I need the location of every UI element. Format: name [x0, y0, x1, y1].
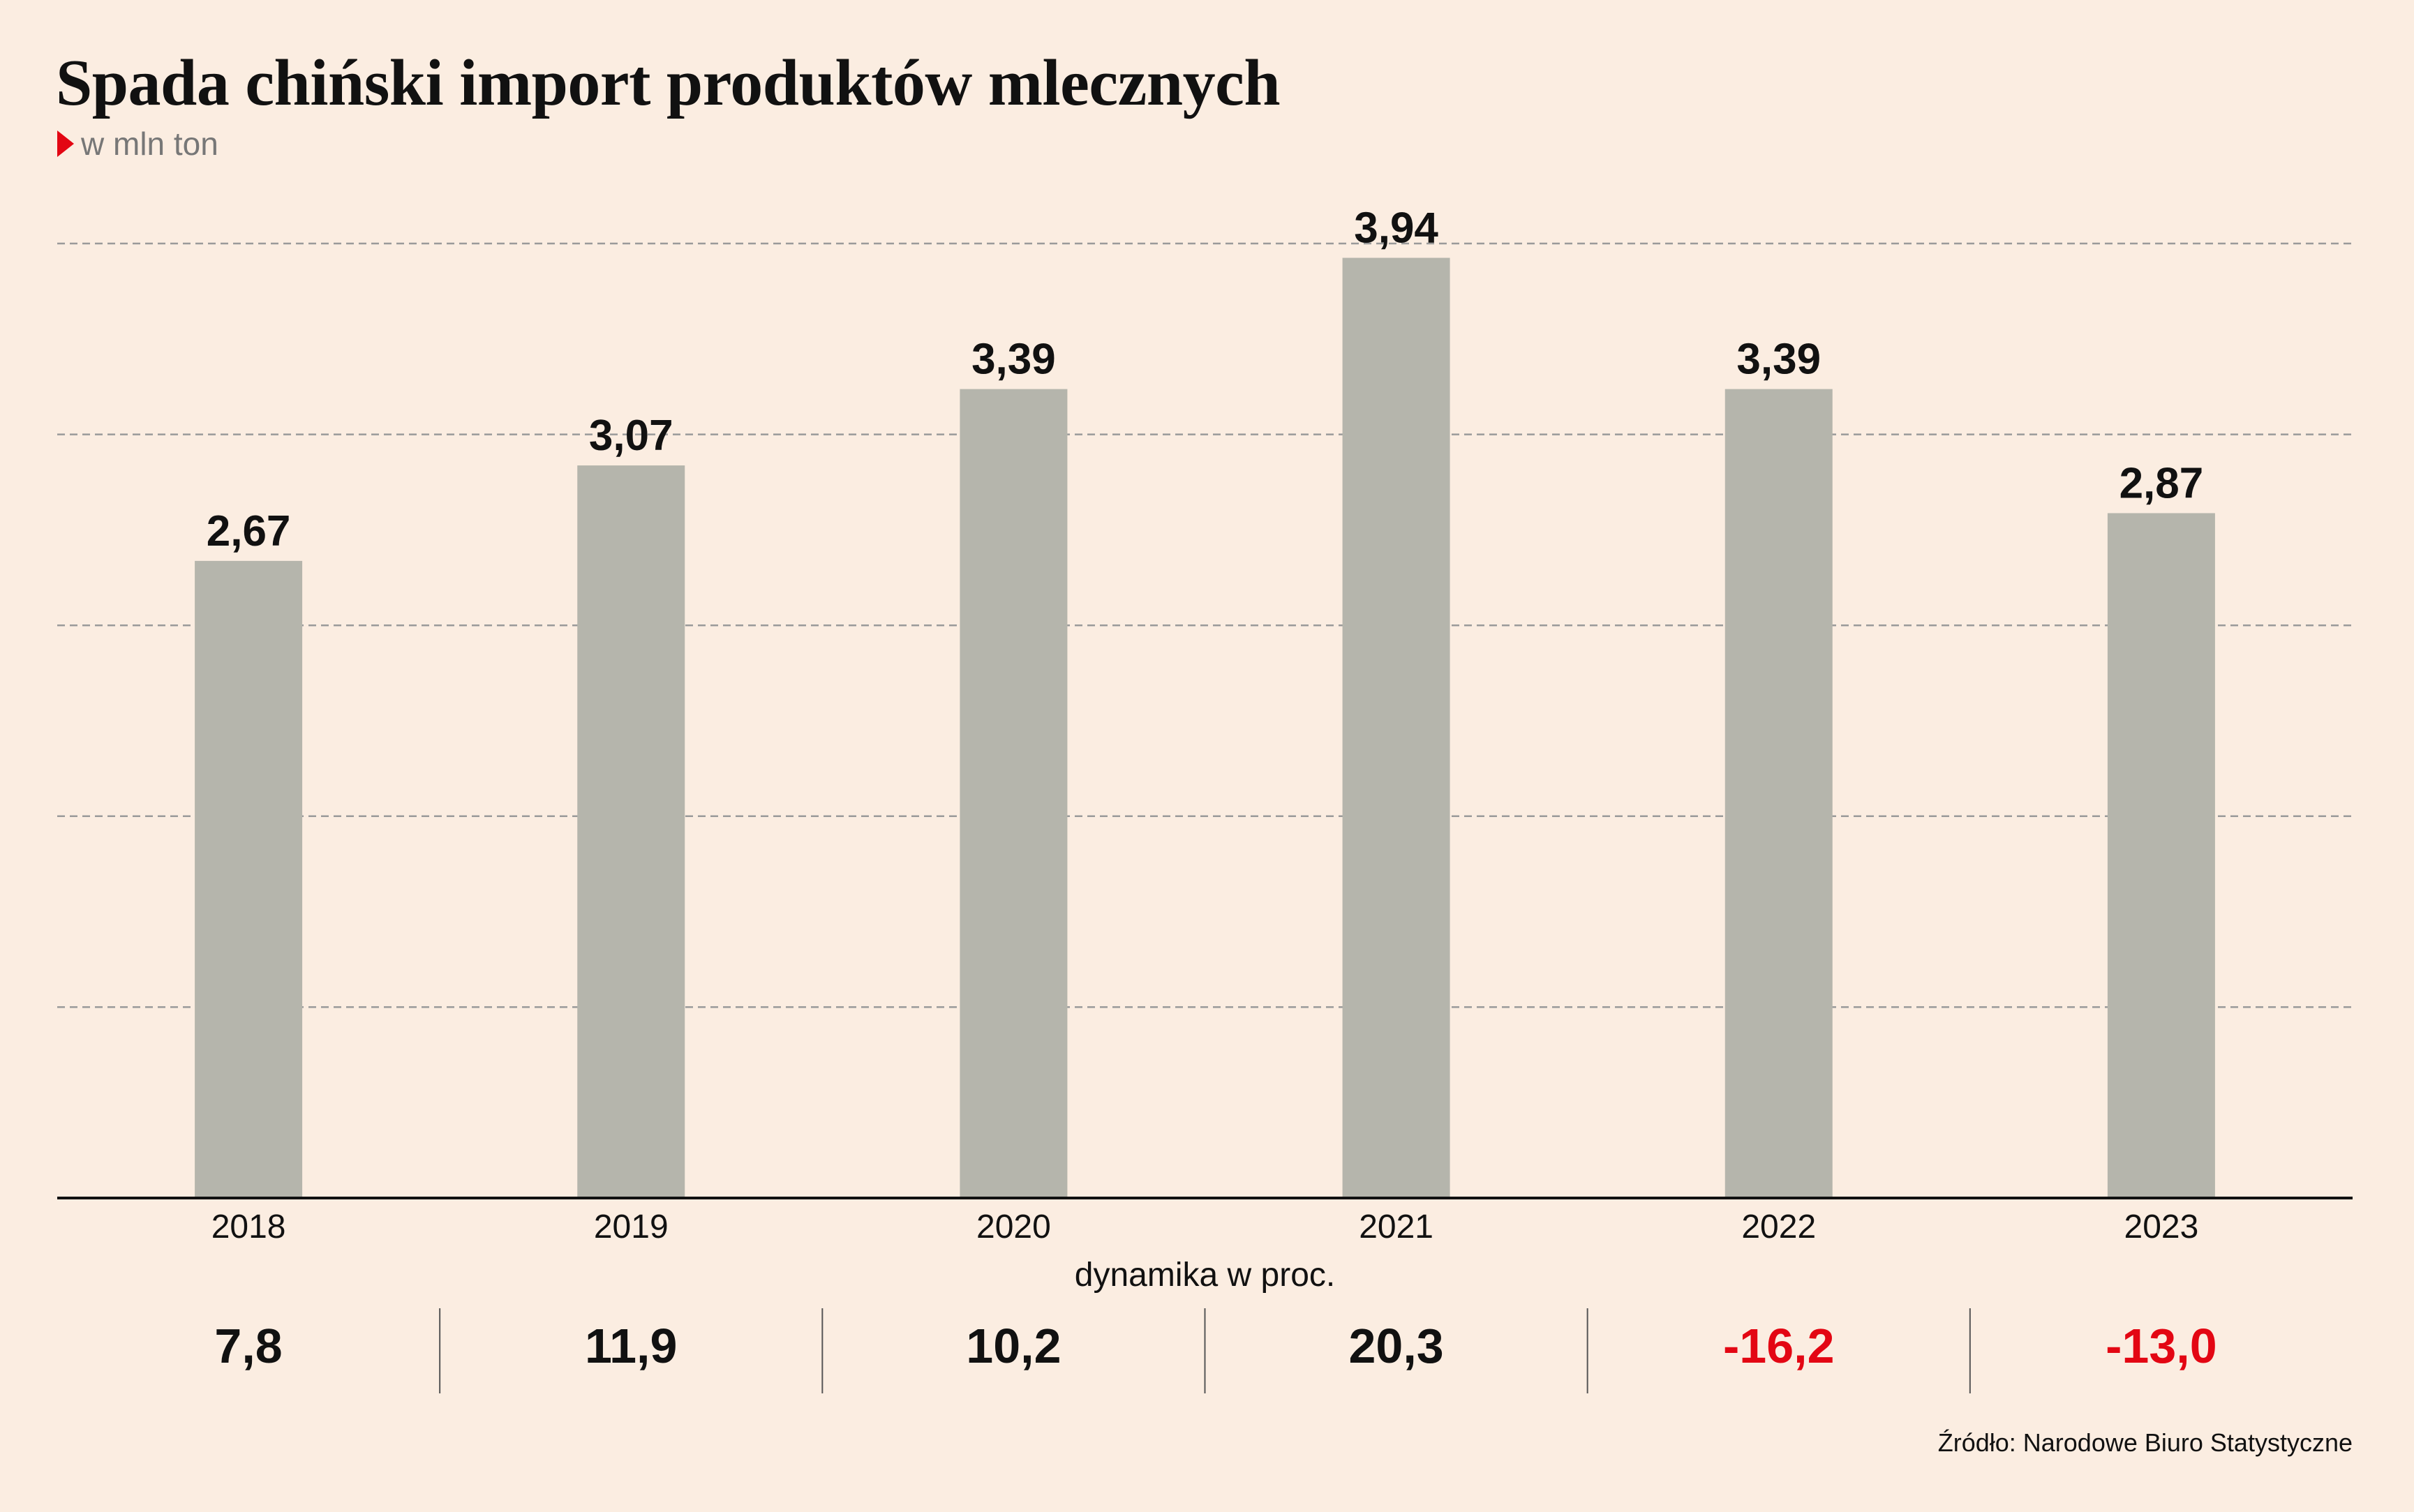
value-labels: 2,67 3,07 3,39 3,94 3,39 2,87	[207, 204, 2204, 555]
x-tick-label: 2018	[211, 1208, 286, 1245]
source-note: Źródło: Narodowe Biuro Statystyczne	[1938, 1428, 2353, 1457]
value-label: 2,87	[2119, 459, 2204, 507]
x-tick-label: 2023	[2124, 1208, 2199, 1245]
dynamics-value: 20,3	[1348, 1319, 1443, 1373]
x-tick-label: 2020	[976, 1208, 1051, 1245]
chart-header: Spada chiński import produktów mlecznych…	[56, 47, 1281, 162]
dynamics-row: dynamika w proc. 7,8 11,9 10,2 20,3 -16,2 -13,…	[214, 1257, 2217, 1393]
bar-2019	[577, 465, 685, 1198]
dynamics-value: 10,2	[966, 1319, 1061, 1373]
value-label: 3,94	[1354, 204, 1438, 253]
dynamics-value: -16,2	[1723, 1319, 1835, 1373]
value-label: 3,39	[971, 336, 1056, 384]
subtitle-marker-icon	[57, 130, 74, 157]
dynamics-value: -13,0	[2106, 1319, 2217, 1373]
bar-2021	[1342, 257, 1450, 1198]
dynamics-value: 11,9	[585, 1319, 677, 1373]
x-tick-label: 2022	[1741, 1208, 1816, 1245]
bar-2020	[960, 389, 1068, 1198]
gridlines	[57, 242, 2353, 1008]
bar-2018	[195, 560, 303, 1198]
value-label: 3,07	[589, 412, 673, 460]
x-axis: 2018 2019 2020 2021 2022 2023	[57, 1197, 2353, 1245]
value-label: 3,39	[1736, 336, 1821, 384]
bars	[195, 257, 2215, 1198]
value-label: 2,67	[207, 507, 291, 555]
dynamics-caption: dynamika w proc.	[1075, 1257, 1335, 1294]
x-tick-label: 2019	[594, 1208, 669, 1245]
bar-2023	[2107, 513, 2215, 1198]
chart-title: Spada chiński import produktów mlecznych	[56, 47, 1280, 119]
x-tick-label: 2021	[1359, 1208, 1433, 1245]
chart-subtitle: w mln ton	[80, 126, 218, 162]
dynamics-value: 7,8	[214, 1319, 282, 1373]
bar-2022	[1724, 389, 1833, 1198]
